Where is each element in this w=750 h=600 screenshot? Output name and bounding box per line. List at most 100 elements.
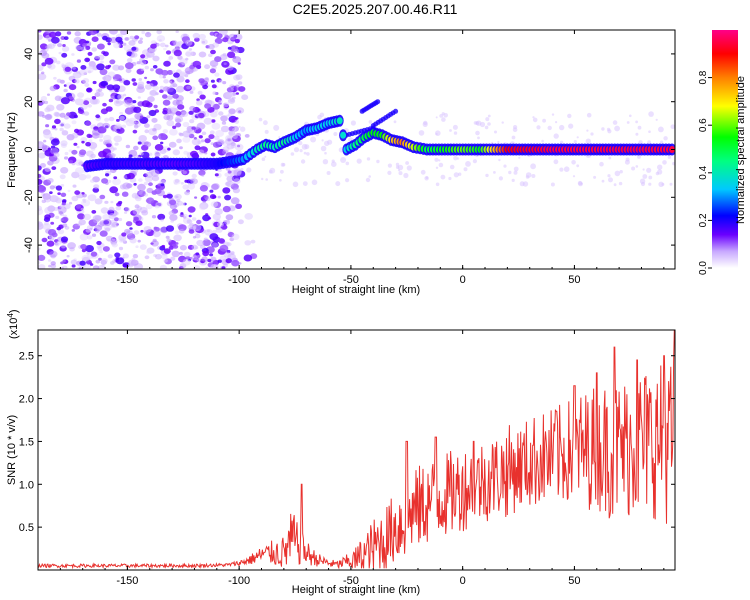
noise-blob	[599, 161, 604, 167]
snr-x-axis-label: Height of straight line (km)	[292, 584, 420, 596]
noise-blob	[55, 185, 63, 191]
noise-blob	[657, 164, 663, 170]
noise-blob	[264, 129, 269, 134]
noise-blob	[366, 157, 371, 161]
noise-blob	[449, 129, 452, 132]
noise-blob	[167, 147, 171, 151]
noise-blob	[45, 124, 50, 128]
noise-blob	[90, 179, 95, 183]
noise-blob	[79, 149, 87, 156]
noise-blob	[210, 152, 216, 157]
noise-blob	[553, 159, 559, 165]
noise-blob	[439, 114, 444, 118]
noise-blob	[87, 104, 92, 108]
noise-blob	[128, 117, 137, 125]
noise-blob	[167, 95, 173, 100]
noise-blob	[83, 263, 92, 269]
noise-blob	[219, 244, 229, 252]
noise-blob	[203, 117, 213, 125]
noise-blob	[143, 230, 149, 235]
noise-blob	[146, 250, 151, 255]
noise-blob	[133, 145, 139, 151]
noise-blob	[508, 170, 512, 175]
noise-blob	[116, 118, 120, 122]
noise-blob	[237, 219, 244, 225]
noise-blob	[147, 96, 155, 103]
noise-blob	[669, 182, 673, 186]
noise-blob	[195, 252, 200, 256]
noise-blob	[97, 43, 105, 50]
noise-blob	[43, 139, 47, 143]
noise-blob	[71, 149, 78, 155]
noise-blob	[324, 140, 330, 147]
noise-blob	[230, 88, 234, 91]
noise-blob	[169, 214, 178, 221]
noise-blob	[133, 106, 142, 114]
noise-blob	[74, 98, 84, 106]
noise-blob	[97, 54, 105, 61]
noise-blob	[38, 264, 46, 269]
noise-blob	[184, 179, 189, 183]
noise-blob	[62, 199, 67, 203]
noise-blob	[103, 74, 112, 82]
noise-blob	[559, 167, 564, 172]
noise-blob	[162, 194, 168, 199]
noise-blob	[226, 219, 230, 223]
noise-blob	[475, 130, 480, 136]
noise-blob	[123, 44, 132, 52]
noise-blob	[38, 185, 47, 193]
noise-blob	[158, 39, 162, 42]
spectrogram-y-ticks: -40 -20 0 20 40	[23, 48, 675, 253]
y-tick-label: 40	[23, 48, 35, 60]
noise-blob	[216, 33, 223, 39]
noise-blob	[76, 145, 80, 149]
noise-blob	[192, 60, 202, 68]
noise-blob	[101, 264, 105, 268]
noise-blob	[162, 110, 168, 115]
noise-blob	[241, 94, 249, 100]
noise-blob	[53, 76, 57, 80]
noise-blob	[96, 240, 102, 246]
spectrogram-panel: -150 -100 -50 0 50 -40 -20 0 20 40 Height of str…	[6, 29, 676, 296]
noise-blob	[102, 246, 110, 252]
noise-blob	[209, 68, 216, 74]
noise-blob	[198, 51, 207, 58]
noise-blob	[111, 221, 119, 228]
noise-blob	[91, 233, 97, 237]
x-tick-label: 0	[460, 575, 466, 587]
noise-blob	[41, 62, 47, 67]
noise-blob	[158, 133, 167, 140]
noise-blob	[525, 175, 530, 179]
noise-blob	[441, 117, 446, 122]
noise-blob	[41, 71, 45, 75]
noise-blob	[149, 90, 158, 97]
noise-blob	[96, 63, 105, 71]
noise-blob	[88, 139, 93, 143]
noise-blob	[340, 157, 347, 163]
noise-blob	[125, 98, 134, 106]
noise-blob	[217, 139, 225, 146]
noise-blob	[91, 47, 97, 52]
noise-blob	[54, 242, 60, 247]
y-tick-label: 1.5	[19, 436, 34, 448]
noise-blob	[185, 50, 194, 57]
noise-blob	[395, 162, 400, 167]
noise-blob	[112, 178, 121, 186]
noise-blob	[39, 101, 44, 105]
noise-blob	[563, 166, 570, 172]
noise-blob	[209, 189, 214, 193]
noise-blob	[356, 158, 362, 164]
noise-blob	[233, 178, 241, 185]
noise-blob	[438, 162, 444, 168]
noise-blob	[139, 152, 144, 156]
noise-blob	[222, 146, 230, 152]
noise-blob	[209, 31, 215, 36]
noise-blob	[222, 53, 227, 57]
noise-blob	[298, 140, 303, 146]
noise-blob	[94, 198, 103, 205]
noise-blob	[212, 213, 221, 221]
noise-blob	[60, 261, 64, 265]
noise-blob	[218, 111, 224, 116]
noise-blob	[115, 36, 123, 43]
noise-blob	[204, 151, 208, 155]
